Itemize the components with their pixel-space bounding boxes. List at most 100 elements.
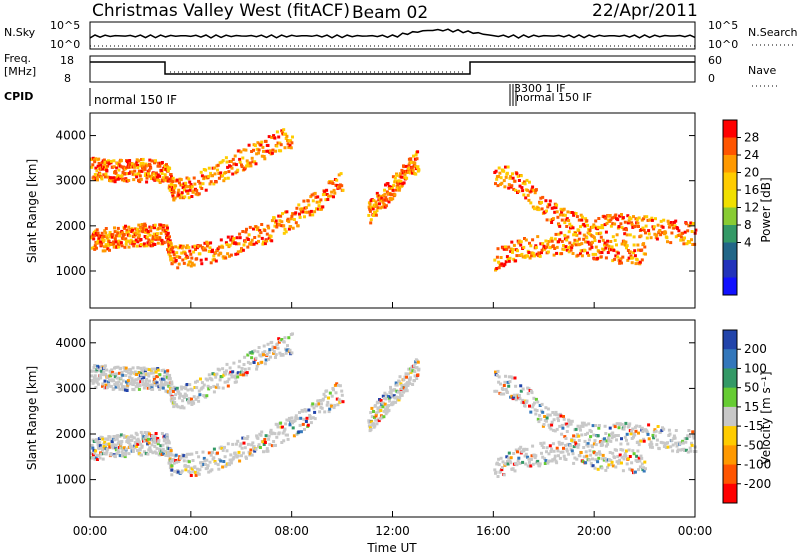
echo-pixel [510,184,514,188]
echo-pixel [180,387,184,391]
echo-pixel [683,449,686,452]
echo-pixel [680,448,684,452]
echo-pixel [584,450,588,454]
echo-pixel [690,441,693,445]
echo-pixel [102,245,106,249]
echo-pixel [340,184,344,188]
echo-pixel [112,372,116,376]
echo-pixel [200,174,204,178]
echo-pixel [626,221,630,225]
echo-pixel [650,216,654,220]
echo-pixel [262,450,265,454]
echo-pixel [184,468,188,472]
echo-pixel [684,448,688,452]
echo-pixel [257,443,261,447]
echo-pixel [273,432,277,436]
echo-pixel [114,444,118,448]
echo-pixel [378,400,382,404]
echo-pixel [128,442,132,446]
echo-pixel [186,388,190,392]
echo-pixel [167,248,171,252]
echo-pixel [644,231,647,235]
echo-pixel [183,394,187,398]
echo-pixel [213,460,217,463]
echo-pixel [145,244,149,248]
echo-pixel [374,213,378,217]
echo-pixel [294,416,298,420]
echo-pixel [136,230,140,234]
echo-pixel [222,373,226,377]
echo-pixel [603,457,607,461]
echo-pixel [534,188,538,192]
echo-pixel [341,400,345,404]
echo-pixel [139,177,143,181]
echo-pixel [606,239,610,243]
echo-pixel [567,246,571,250]
echo-pixel [192,470,196,474]
echo-pixel [301,208,305,211]
echo-pixel [563,221,567,225]
echo-pixel [507,456,511,460]
echo-pixel [173,196,177,200]
echo-pixel [106,375,110,379]
echo-pixel [236,371,240,375]
echo-pixel [550,447,554,451]
echo-pixel [90,369,94,373]
echo-pixel [214,461,218,465]
echo-pixel [93,233,97,237]
echo-pixel [113,438,117,442]
echo-pixel [630,468,634,472]
echo-pixel [530,391,534,395]
echo-pixel [205,458,209,462]
echo-pixel [262,155,266,158]
echo-pixel [514,448,518,452]
echo-pixel [523,447,526,451]
echo-pixel [263,350,267,354]
echo-pixel [303,428,306,431]
colorbar-tick-label: -200 [744,477,771,491]
echo-pixel [602,439,606,443]
echo-pixel [529,410,533,414]
echo-pixel [413,161,417,165]
echo-pixel [209,261,213,265]
echo-pixel [148,432,151,436]
echo-pixel [368,424,372,428]
echo-pixel [374,200,378,204]
echo-pixel [116,365,120,369]
echo-pixel [495,374,499,377]
echo-pixel [626,249,630,252]
echo-pixel [323,410,327,414]
echo-pixel [620,226,624,230]
echo-pixel [150,226,154,230]
echo-pixel [526,188,530,192]
echo-pixel [580,218,584,222]
echo-pixel [116,382,120,386]
echo-pixel [518,397,522,401]
echo-pixel [625,233,629,237]
echo-pixel [598,452,602,456]
echo-pixel [604,444,608,448]
nave-tick-top: 60 [708,54,722,67]
echo-pixel [557,419,560,423]
nave-label: Nave [748,64,776,77]
echo-pixel [642,469,646,473]
echo-pixel [121,171,125,174]
echo-pixel [204,168,208,172]
echo-pixel [202,246,206,250]
echo-pixel [172,461,176,465]
echo-pixel [610,216,614,220]
echo-pixel [409,157,413,161]
echo-pixel [184,181,188,185]
echo-pixel [630,261,634,265]
echo-pixel [206,378,209,382]
echo-pixel [270,151,274,155]
echo-pixel [225,243,229,247]
echo-pixel [502,179,506,183]
echo-pixel [181,258,185,262]
echo-pixel [177,188,181,192]
echo-pixel [98,373,102,377]
echo-pixel [369,221,373,225]
echo-pixel [228,463,231,467]
echo-pixel [265,352,269,356]
